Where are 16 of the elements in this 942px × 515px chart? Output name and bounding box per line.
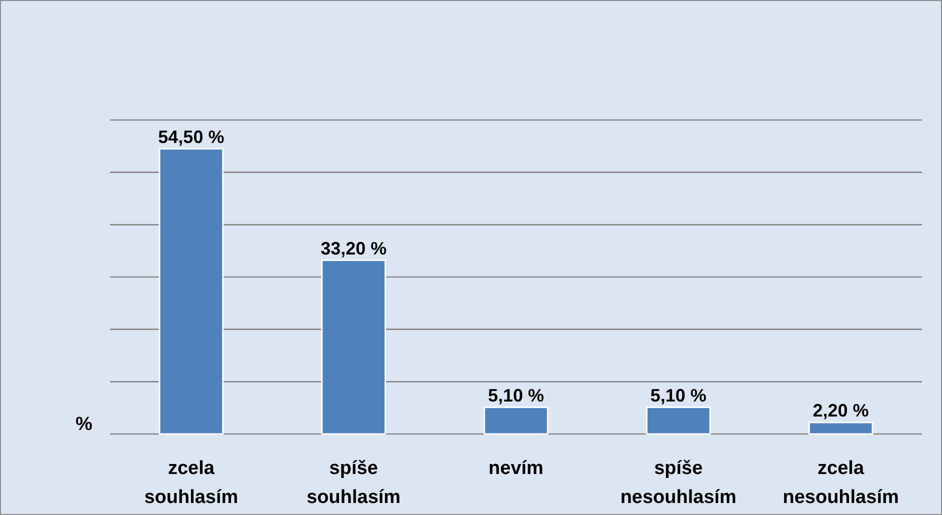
data-label: 33,20 % [320,238,387,258]
x-tick-label: zcela nesouhlasím [782,458,899,508]
bar [321,260,386,435]
bar [158,148,224,435]
bar [646,406,711,435]
x-tick-label: spíše nesouhlasím [620,458,736,508]
data-label: 5,10 % [488,385,544,406]
bar [808,422,874,435]
data-label: 54,50 % [158,126,224,147]
data-label: 2,20 % [812,400,869,420]
x-tick-label: zcela souhlasím [144,458,238,508]
x-tick-label: spíše souhlasím [306,458,401,508]
y-axis-title: % [76,414,93,435]
bar [484,406,548,435]
data-label: 5,10 % [650,385,706,406]
x-tick-label: nevím [488,458,544,479]
